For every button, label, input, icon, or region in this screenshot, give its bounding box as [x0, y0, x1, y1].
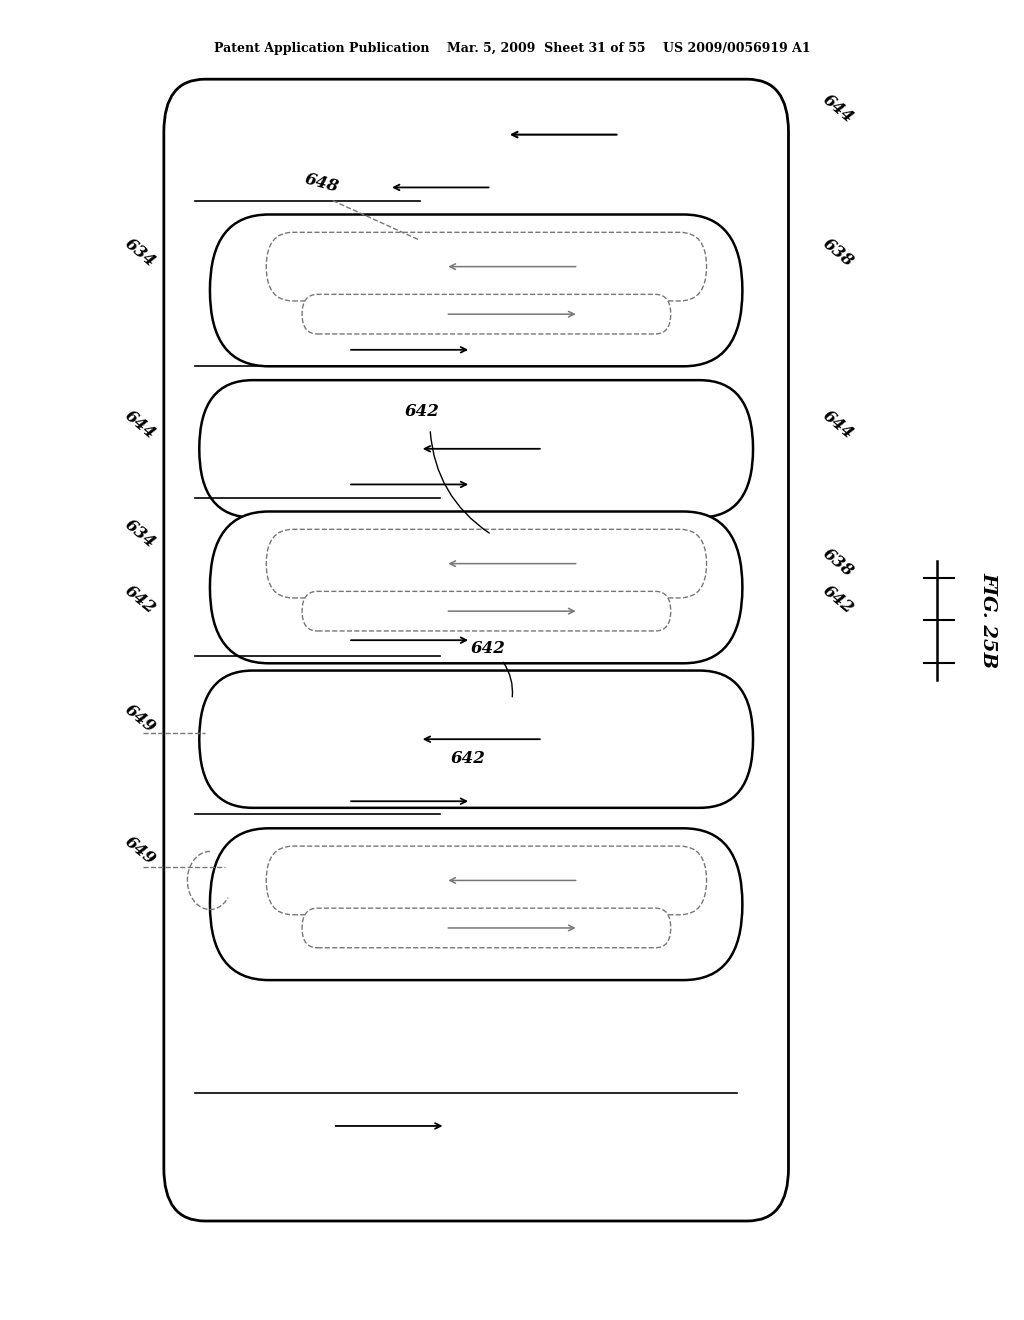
Text: 649: 649 [121, 701, 159, 737]
Text: 638: 638 [819, 545, 857, 581]
Text: 644: 644 [819, 91, 857, 127]
FancyBboxPatch shape [302, 591, 671, 631]
Text: 634: 634 [121, 235, 159, 271]
Text: 642: 642 [121, 582, 159, 618]
FancyBboxPatch shape [302, 294, 671, 334]
Text: FIG. 25B: FIG. 25B [979, 573, 997, 668]
FancyBboxPatch shape [200, 380, 753, 517]
Text: 649: 649 [121, 833, 159, 869]
FancyBboxPatch shape [210, 511, 742, 663]
FancyBboxPatch shape [266, 232, 707, 301]
Text: Patent Application Publication    Mar. 5, 2009  Sheet 31 of 55    US 2009/005691: Patent Application Publication Mar. 5, 2… [214, 42, 810, 55]
FancyBboxPatch shape [302, 908, 671, 948]
FancyBboxPatch shape [266, 846, 707, 915]
Text: 638: 638 [819, 235, 857, 271]
FancyBboxPatch shape [210, 214, 742, 366]
Text: 642: 642 [471, 640, 506, 657]
FancyBboxPatch shape [210, 829, 742, 979]
Text: 642: 642 [404, 403, 439, 420]
FancyBboxPatch shape [164, 79, 788, 1221]
Text: 644: 644 [121, 407, 159, 442]
Text: 642: 642 [819, 582, 857, 618]
FancyBboxPatch shape [266, 529, 707, 598]
Text: 634: 634 [121, 516, 159, 552]
Text: 644: 644 [819, 407, 857, 442]
FancyBboxPatch shape [200, 671, 753, 808]
Text: 642: 642 [451, 750, 485, 767]
Text: 648: 648 [302, 170, 340, 195]
